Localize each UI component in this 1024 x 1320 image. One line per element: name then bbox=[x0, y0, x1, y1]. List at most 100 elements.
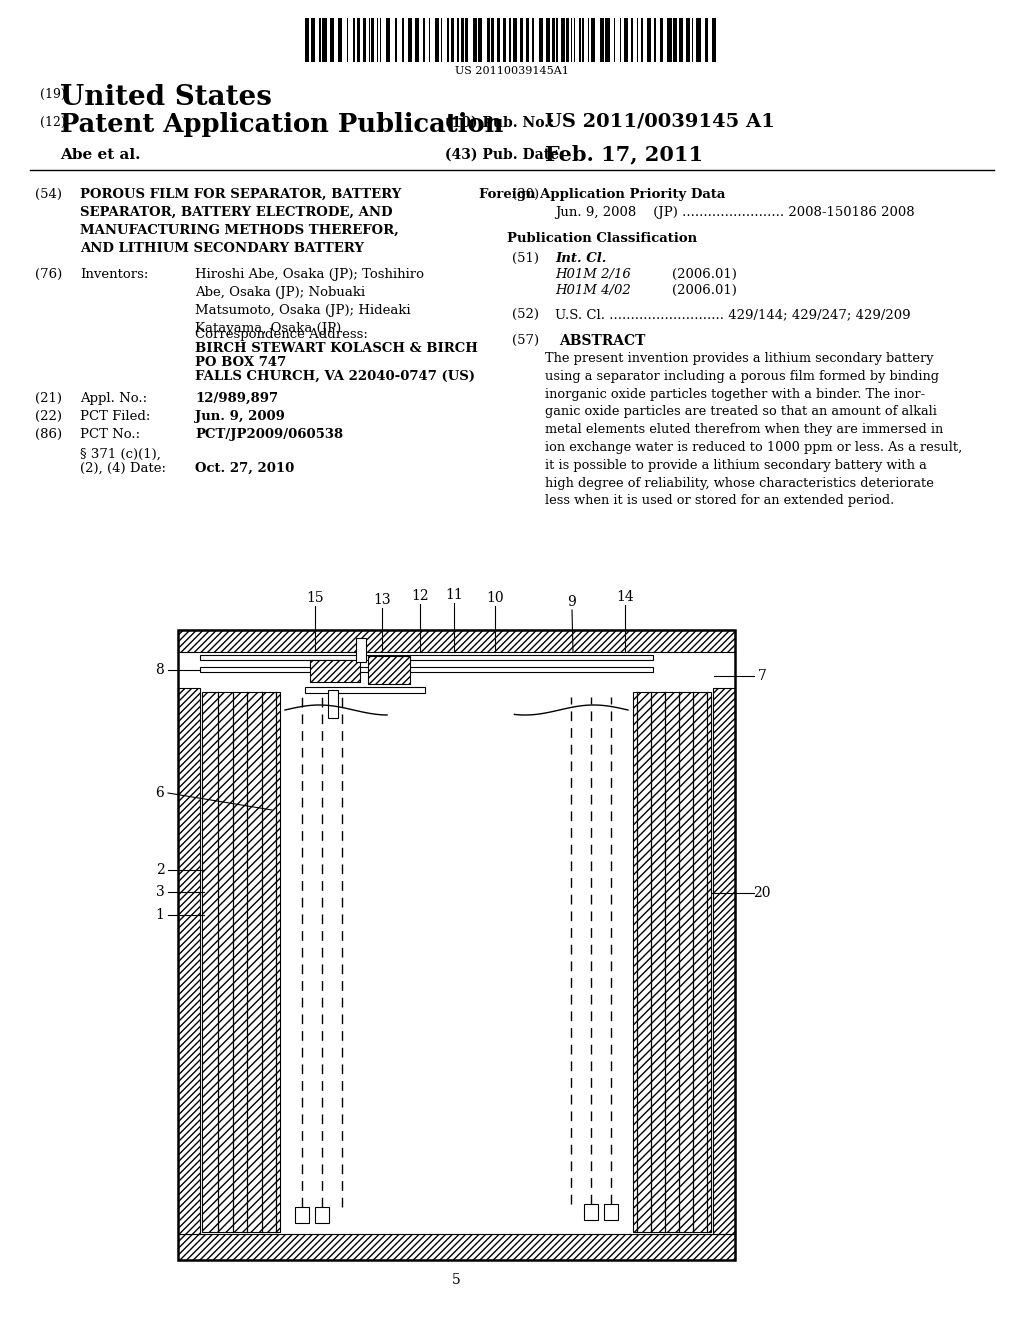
Bar bbox=[605, 18, 609, 62]
Bar bbox=[465, 18, 468, 62]
Bar bbox=[310, 660, 360, 682]
Bar bbox=[641, 18, 643, 62]
Bar bbox=[509, 18, 511, 62]
Text: PO BOX 747: PO BOX 747 bbox=[195, 356, 287, 370]
Bar bbox=[566, 18, 569, 62]
Bar bbox=[668, 18, 672, 62]
Text: Feb. 17, 2011: Feb. 17, 2011 bbox=[545, 144, 703, 164]
Bar bbox=[588, 18, 590, 62]
Bar bbox=[546, 18, 550, 62]
Bar bbox=[328, 690, 338, 718]
Text: POROUS FILM FOR SEPARATOR, BATTERY
SEPARATOR, BATTERY ELECTRODE, AND
MANUFACTURI: POROUS FILM FOR SEPARATOR, BATTERY SEPAR… bbox=[80, 187, 401, 255]
Bar bbox=[305, 686, 425, 693]
Bar bbox=[200, 655, 653, 660]
Text: Int. Cl.: Int. Cl. bbox=[555, 252, 606, 265]
Bar bbox=[520, 18, 523, 62]
Text: Foreign Application Priority Data: Foreign Application Priority Data bbox=[479, 187, 725, 201]
Bar bbox=[429, 18, 430, 62]
Text: (12): (12) bbox=[40, 116, 66, 129]
Text: 14: 14 bbox=[616, 590, 634, 605]
Text: (86): (86) bbox=[35, 428, 62, 441]
Bar bbox=[570, 18, 572, 62]
Bar bbox=[415, 18, 419, 62]
Bar bbox=[408, 18, 412, 62]
Bar bbox=[310, 18, 315, 62]
Bar bbox=[372, 18, 374, 62]
Text: 6: 6 bbox=[156, 785, 165, 800]
Bar bbox=[377, 18, 379, 62]
Bar bbox=[647, 18, 651, 62]
Text: ABSTRACT: ABSTRACT bbox=[559, 334, 645, 348]
Text: US 2011/0039145 A1: US 2011/0039145 A1 bbox=[545, 114, 775, 131]
Bar bbox=[178, 688, 200, 1234]
Bar bbox=[591, 18, 595, 62]
Bar bbox=[380, 18, 381, 62]
Text: H01M 4/02: H01M 4/02 bbox=[555, 284, 631, 297]
Bar bbox=[369, 18, 370, 62]
Bar bbox=[492, 18, 494, 62]
Text: (10) Pub. No.:: (10) Pub. No.: bbox=[445, 116, 554, 129]
Bar bbox=[478, 18, 482, 62]
Text: 2: 2 bbox=[156, 863, 165, 876]
Text: PCT/JP2009/060538: PCT/JP2009/060538 bbox=[195, 428, 343, 441]
Bar bbox=[705, 18, 708, 62]
Text: Jun. 9, 2009: Jun. 9, 2009 bbox=[195, 411, 285, 422]
Bar bbox=[457, 18, 460, 62]
Text: (30): (30) bbox=[512, 187, 539, 201]
Bar bbox=[686, 18, 690, 62]
Bar bbox=[696, 18, 700, 62]
Bar bbox=[539, 18, 543, 62]
Text: (57): (57) bbox=[512, 334, 539, 347]
Bar bbox=[584, 1204, 598, 1220]
Bar bbox=[338, 18, 342, 62]
Text: 1: 1 bbox=[156, 908, 165, 921]
Text: H01M 2/16: H01M 2/16 bbox=[555, 268, 631, 281]
Bar bbox=[692, 18, 693, 62]
Bar bbox=[503, 18, 506, 62]
Bar bbox=[583, 18, 584, 62]
Text: (43) Pub. Date:: (43) Pub. Date: bbox=[445, 148, 564, 162]
Text: 8: 8 bbox=[156, 663, 165, 677]
Bar bbox=[673, 18, 678, 62]
Text: (52): (52) bbox=[512, 308, 539, 321]
Text: PCT Filed:: PCT Filed: bbox=[80, 411, 151, 422]
Bar bbox=[435, 18, 439, 62]
Text: § 371 (c)(1),: § 371 (c)(1), bbox=[80, 447, 161, 461]
Text: 13: 13 bbox=[373, 593, 391, 607]
Text: (2), (4) Date:: (2), (4) Date: bbox=[80, 462, 166, 475]
Text: (2006.01): (2006.01) bbox=[672, 268, 737, 281]
Bar bbox=[620, 18, 622, 62]
Text: (22): (22) bbox=[35, 411, 62, 422]
Text: U.S. Cl. ........................... 429/144; 429/247; 429/209: U.S. Cl. ........................... 429… bbox=[555, 308, 910, 321]
Text: (19): (19) bbox=[40, 88, 66, 102]
Text: 12/989,897: 12/989,897 bbox=[195, 392, 279, 405]
Bar bbox=[472, 18, 477, 62]
Text: 7: 7 bbox=[758, 669, 766, 682]
Bar bbox=[614, 18, 615, 62]
Bar bbox=[356, 638, 366, 663]
Bar bbox=[357, 18, 359, 62]
Bar bbox=[446, 18, 450, 62]
Text: Jun. 9, 2008    (JP) ........................ 2008-150186 2008: Jun. 9, 2008 (JP) ......................… bbox=[555, 206, 914, 219]
Bar bbox=[440, 18, 442, 62]
Bar bbox=[368, 656, 410, 684]
Bar bbox=[713, 18, 717, 62]
Bar bbox=[679, 18, 683, 62]
Bar bbox=[531, 18, 535, 62]
Bar bbox=[200, 667, 653, 672]
Text: 9: 9 bbox=[567, 595, 577, 609]
Bar bbox=[526, 18, 528, 62]
Bar bbox=[604, 1204, 618, 1220]
Text: PCT No.:: PCT No.: bbox=[80, 428, 140, 441]
Text: Appl. No.:: Appl. No.: bbox=[80, 392, 147, 405]
Text: 20: 20 bbox=[754, 886, 771, 900]
Text: United States: United States bbox=[60, 84, 272, 111]
Text: (76): (76) bbox=[35, 268, 62, 281]
Text: US 20110039145A1: US 20110039145A1 bbox=[455, 66, 569, 77]
Bar bbox=[573, 18, 574, 62]
Bar bbox=[654, 18, 655, 62]
Bar bbox=[600, 18, 604, 62]
Text: (51): (51) bbox=[512, 252, 539, 265]
Text: (21): (21) bbox=[35, 392, 62, 405]
Bar bbox=[487, 18, 489, 62]
